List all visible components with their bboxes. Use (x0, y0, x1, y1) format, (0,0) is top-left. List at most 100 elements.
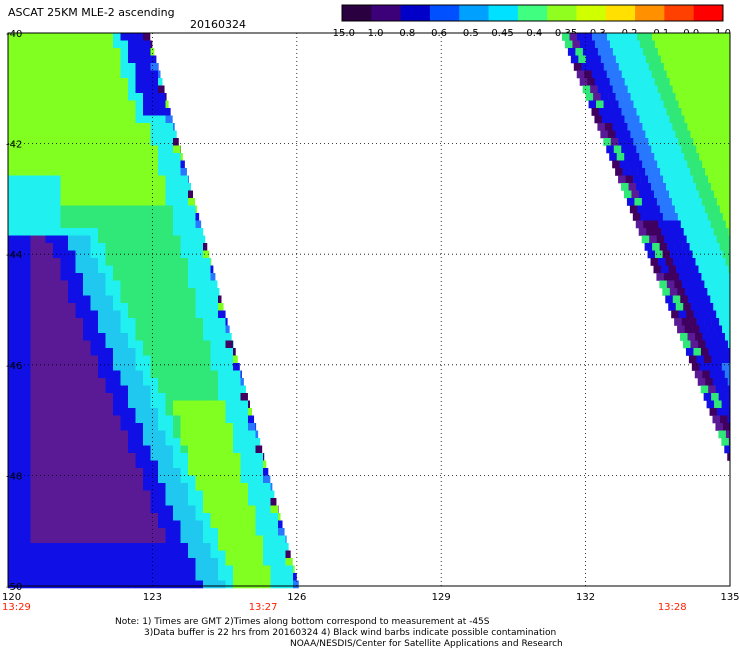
swath-cell (45, 423, 54, 431)
swath-cell (113, 333, 121, 341)
swath-cell (150, 408, 159, 416)
swath-cell (30, 475, 39, 484)
swath-cell (23, 63, 31, 71)
swath-cell (135, 153, 144, 161)
swath-cell (113, 33, 121, 41)
swath-cell (113, 100, 121, 109)
swath-cell (700, 385, 709, 394)
swath-cell (709, 370, 718, 379)
swath-cell (90, 265, 99, 274)
swath-cell (712, 33, 720, 41)
swath-cell (173, 198, 181, 206)
swath-cell (691, 190, 700, 199)
swath-cell (659, 280, 668, 289)
swath-cell (673, 145, 682, 154)
swath-cell (150, 558, 159, 566)
swath-cell (135, 55, 144, 64)
swath-cell (75, 453, 84, 461)
swath-cell (98, 475, 106, 484)
swath-cell (53, 438, 61, 446)
swath-cell (98, 168, 106, 176)
swath-cell (725, 48, 731, 56)
swath-cell (135, 228, 144, 236)
swath-cell (711, 355, 720, 364)
swath-cell (30, 205, 39, 214)
swath-cell (23, 550, 31, 559)
swath-cell (680, 258, 689, 266)
swath-cell (727, 243, 731, 251)
swath-cell (75, 535, 84, 544)
swath-cell (726, 108, 731, 116)
swath-cell (135, 430, 144, 439)
swath-cell (98, 468, 106, 476)
swath-cell (8, 580, 16, 589)
swath-cell (150, 85, 159, 94)
swath-cell (120, 558, 129, 566)
swath-cell (83, 325, 91, 334)
swath-cell (248, 400, 250, 409)
swath-cell (143, 528, 151, 536)
swath-cell (60, 528, 69, 536)
swath-cell (30, 160, 39, 169)
swath-cell (592, 33, 600, 41)
swath-cell (681, 183, 689, 191)
swath-cell (233, 385, 241, 394)
swath-cell (255, 535, 264, 544)
swath-cell (203, 430, 211, 439)
swath-cell (98, 228, 106, 236)
swath-cell (143, 85, 151, 94)
swath-cell (676, 115, 685, 124)
swath-cell (8, 63, 16, 71)
swath-cell (690, 265, 699, 274)
swath-cell (75, 400, 84, 409)
swath-cell (649, 235, 657, 244)
swath-cell (68, 520, 76, 529)
swath-cell (105, 295, 114, 304)
swath-cell (53, 153, 61, 161)
swath-cell (135, 505, 144, 514)
swath-cell (113, 295, 121, 304)
swath-cell (83, 235, 91, 244)
swath-cell (633, 175, 641, 184)
swath-cell (195, 288, 204, 296)
swath-cell (165, 273, 174, 281)
swath-cell (143, 243, 151, 251)
swath-cell (120, 168, 129, 176)
swath-cell (150, 205, 159, 214)
swath-cell (195, 333, 204, 341)
swath-cell (652, 243, 660, 251)
swath-cell (15, 40, 24, 49)
swath-cell (120, 93, 129, 101)
swath-cell (158, 400, 166, 409)
swath-cell (90, 198, 99, 206)
swath-cell (218, 445, 226, 454)
swath-cell (98, 415, 106, 424)
swath-cell (582, 85, 591, 94)
swath-cell (113, 393, 121, 401)
swath-cell (30, 348, 39, 356)
swath-cell (225, 438, 234, 446)
swath-cell (23, 288, 31, 296)
swath-cell (90, 250, 99, 259)
swath-cell (45, 483, 54, 491)
swath-cell (659, 243, 668, 251)
swath-cell (98, 423, 106, 431)
swath-cell (75, 160, 84, 169)
swath-cell (203, 408, 211, 416)
swath-cell (188, 505, 196, 514)
swath-cell (128, 355, 136, 364)
swath-cell (158, 288, 166, 296)
swath-cell (180, 453, 189, 461)
swath-cell (682, 340, 691, 349)
swath-cell (195, 468, 204, 476)
swath-cell (98, 378, 106, 386)
swath-cell (285, 565, 294, 574)
swath-cell (60, 348, 69, 356)
swath-cell (105, 558, 114, 566)
swath-cell (128, 415, 136, 424)
swath-cell (263, 475, 271, 484)
swath-cell (83, 198, 91, 206)
swath-cell (150, 423, 159, 431)
swath-cell (45, 153, 54, 161)
swath-cell (240, 453, 249, 461)
